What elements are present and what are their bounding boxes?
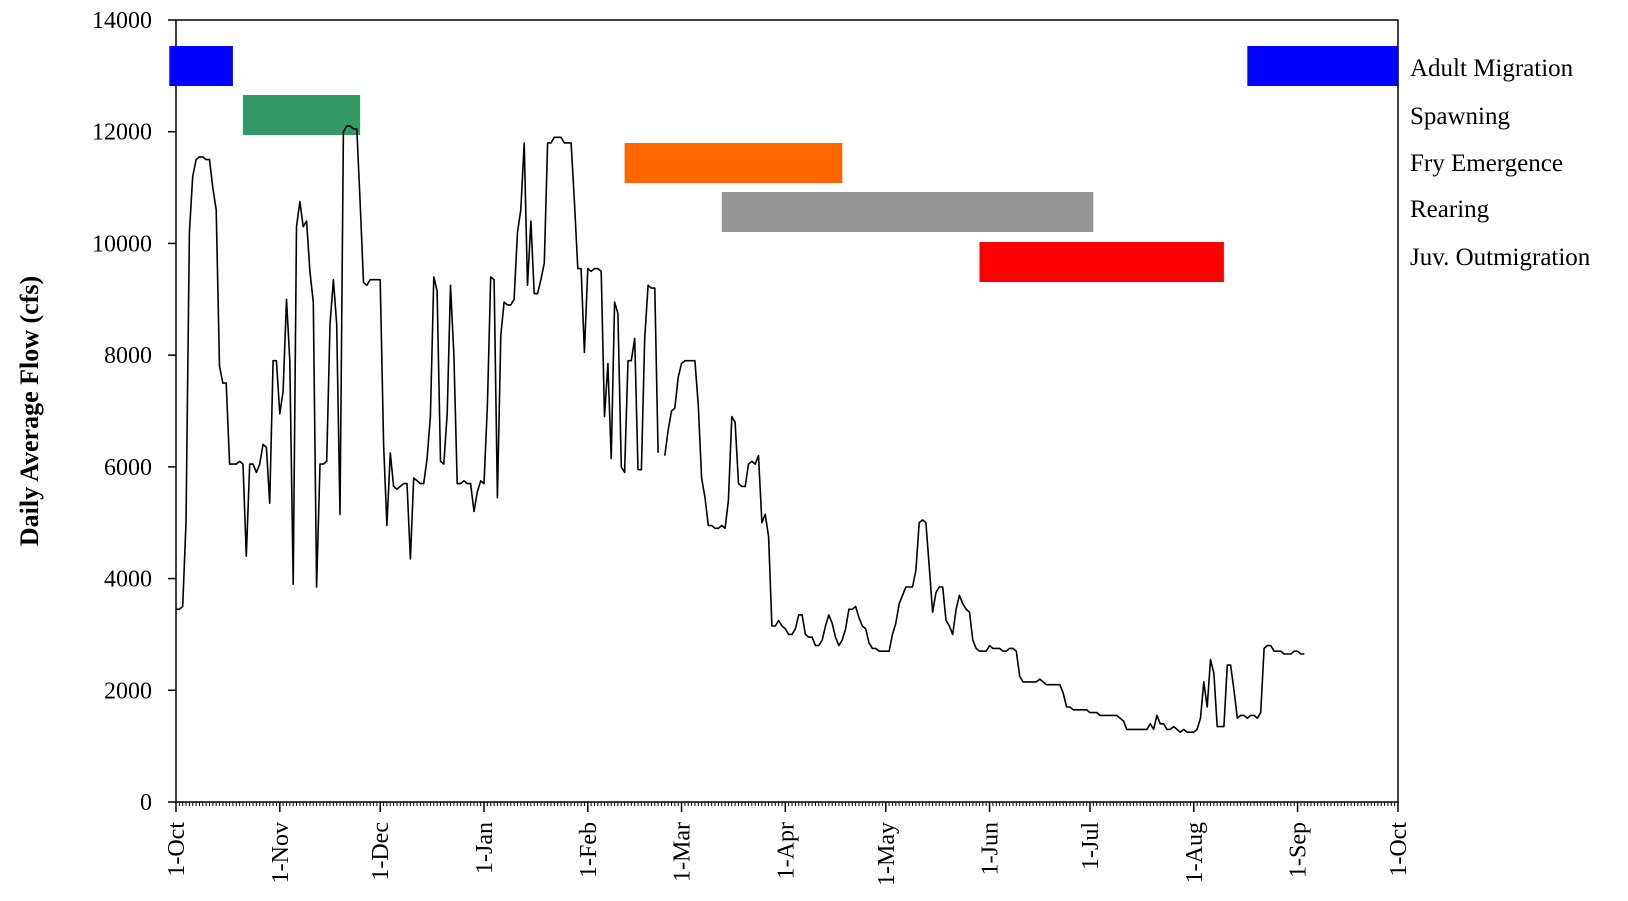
life-stage-bars [169,46,1398,282]
x-tick-label: 1-Dec [368,822,394,881]
x-tick-label: 1-Nov [268,822,294,883]
life-stage-bar-adult-migration [169,46,233,86]
legend-label: Spawning [1410,103,1511,130]
x-tick-label: 1-Jan [472,822,498,874]
y-axis-title: Daily Average Flow (cfs) [15,276,44,546]
x-tick-label: 1-Mar [670,822,696,882]
x-tick-label: 1-Feb [576,822,602,878]
y-axis: 0 2000 4000 6000 8000 10000 12000 14000 [92,8,176,816]
x-tick-label: 1-Jun [978,822,1004,875]
life-stage-bar-adult-migration [1247,46,1398,86]
x-axis: 1-Oct 1-Nov 1-Dec 1-Jan 1-Feb 1-Mar 1-Apr 1-May… [164,802,1412,886]
legend-label: Adult Migration [1410,55,1574,82]
x-tick-label: 1-Oct [1386,822,1412,877]
legend-label: Fry Emergence [1410,150,1563,177]
flow-series [176,125,1305,733]
life-stage-bar-fry-emergence [624,143,843,183]
flow-line [176,125,1305,733]
y-tick-label: 12000 [92,120,152,146]
y-tick-label: 2000 [104,678,152,704]
life-stage-bar-rearing [721,192,1094,232]
x-tick-label: 1-Oct [164,822,190,877]
x-tick-label: 1-Sep [1286,822,1312,878]
x-tick-label: 1-Apr [773,822,799,879]
life-stage-bar-spawning [242,95,361,135]
y-tick-label: 0 [140,790,152,816]
y-tick-label: 8000 [104,343,152,369]
x-tick-label: 1-Jul [1078,822,1104,870]
legend: Adult Migration Spawning Fry Emergence Rear… [1410,55,1591,271]
y-tick-label: 6000 [104,455,152,481]
x-tick-label: 1-May [874,822,900,886]
legend-label: Rearing [1410,196,1490,223]
x-tick-label: 1-Aug [1182,822,1208,883]
y-tick-label: 4000 [104,567,152,593]
y-tick-label: 14000 [92,8,152,34]
y-tick-label: 10000 [92,231,152,257]
legend-label: Juv. Outmigration [1410,244,1591,271]
life-stage-bar-juv-outmigration [979,242,1224,282]
